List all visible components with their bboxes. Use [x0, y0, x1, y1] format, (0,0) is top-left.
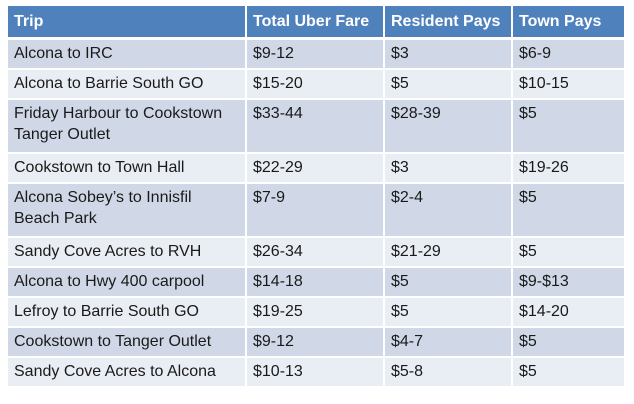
resident-pays-cell: $5: [384, 267, 513, 298]
town-pays-cell: $10-15: [512, 69, 624, 100]
resident-pays-cell: $5-8: [384, 357, 513, 388]
trip-cell: Sandy Cove Acres to RVH: [8, 237, 247, 268]
table-row: Cookstown to Tanger Outlet $9-12 $4-7 $5: [8, 327, 624, 358]
table-row: Friday Harbour to Cookstown Tanger Outle…: [8, 99, 624, 154]
table-row: Alcona to Hwy 400 carpool $14-18 $5 $9-$…: [8, 267, 624, 298]
trip-cell: Alcona to Barrie South GO: [8, 69, 247, 100]
resident-pays-cell: $28-39: [384, 99, 513, 154]
header-resident-pays: Resident Pays: [384, 6, 513, 40]
total-fare-cell: $15-20: [246, 69, 385, 100]
table-row: Alcona to IRC $9-12 $3 $6-9: [8, 38, 624, 70]
town-pays-cell: $14-20: [512, 297, 624, 328]
total-fare-cell: $10-13: [246, 357, 385, 388]
total-fare-cell: $19-25: [246, 297, 385, 328]
town-pays-cell: $5: [512, 357, 624, 388]
trip-cell: Alcona to IRC: [8, 38, 247, 70]
header-town-pays: Town Pays: [512, 6, 624, 40]
table-header-row: Trip Total Uber Fare Resident Pays Town …: [8, 6, 624, 40]
town-pays-cell: $5: [512, 183, 624, 238]
trip-cell: Alcona Sobey’s to Innisfil Beach Park: [8, 183, 247, 238]
total-fare-cell: $26-34: [246, 237, 385, 268]
table-row: Sandy Cove Acres to RVH $26-34 $21-29 $5: [8, 237, 624, 268]
town-pays-cell: $9-$13: [512, 267, 624, 298]
header-total-uber-fare: Total Uber Fare: [246, 6, 385, 40]
town-pays-cell: $5: [512, 237, 624, 268]
total-fare-cell: $9-12: [246, 38, 385, 70]
resident-pays-cell: $21-29: [384, 237, 513, 268]
trip-cell: Cookstown to Town Hall: [8, 153, 247, 184]
town-pays-cell: $5: [512, 99, 624, 154]
resident-pays-cell: $5: [384, 69, 513, 100]
trip-cell: Lefroy to Barrie South GO: [8, 297, 247, 328]
header-trip: Trip: [8, 6, 247, 40]
trip-cell: Sandy Cove Acres to Alcona: [8, 357, 247, 388]
total-fare-cell: $14-18: [246, 267, 385, 298]
resident-pays-cell: $3: [384, 153, 513, 184]
resident-pays-cell: $4-7: [384, 327, 513, 358]
resident-pays-cell: $3: [384, 38, 513, 70]
total-fare-cell: $9-12: [246, 327, 385, 358]
total-fare-cell: $22-29: [246, 153, 385, 184]
table-row: Alcona to Barrie South GO $15-20 $5 $10-…: [8, 69, 624, 100]
fare-table-container: Trip Total Uber Fare Resident Pays Town …: [8, 6, 624, 388]
town-pays-cell: $19-26: [512, 153, 624, 184]
resident-pays-cell: $2-4: [384, 183, 513, 238]
table-row: Sandy Cove Acres to Alcona $10-13 $5-8 $…: [8, 357, 624, 388]
fare-table: Trip Total Uber Fare Resident Pays Town …: [8, 6, 624, 388]
trip-cell: Friday Harbour to Cookstown Tanger Outle…: [8, 99, 247, 154]
total-fare-cell: $33-44: [246, 99, 385, 154]
trip-cell: Alcona to Hwy 400 carpool: [8, 267, 247, 298]
resident-pays-cell: $5: [384, 297, 513, 328]
table-row: Cookstown to Town Hall $22-29 $3 $19-26: [8, 153, 624, 184]
table-row: Lefroy to Barrie South GO $19-25 $5 $14-…: [8, 297, 624, 328]
table-row: Alcona Sobey’s to Innisfil Beach Park $7…: [8, 183, 624, 238]
trip-cell: Cookstown to Tanger Outlet: [8, 327, 247, 358]
town-pays-cell: $5: [512, 327, 624, 358]
town-pays-cell: $6-9: [512, 38, 624, 70]
total-fare-cell: $7-9: [246, 183, 385, 238]
